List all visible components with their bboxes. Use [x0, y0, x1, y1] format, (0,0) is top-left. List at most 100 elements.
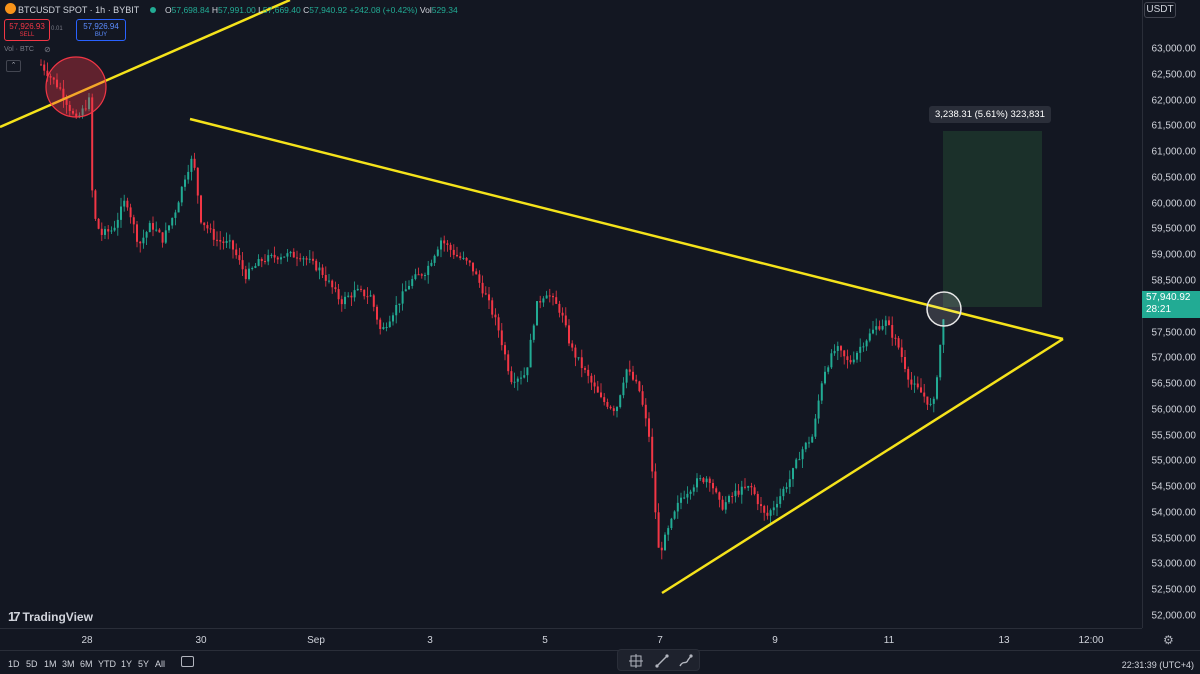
bottom-toolbar: 1D 5D 1M 3M 6M YTD 1Y 5Y All — [0, 650, 1200, 674]
candle-body — [433, 255, 436, 263]
candle-body — [91, 97, 94, 191]
candle-body — [827, 367, 830, 372]
candle-body — [113, 227, 116, 231]
price-tick: 52,500.00 — [1151, 584, 1197, 596]
candle-body — [856, 352, 858, 360]
candle-body — [881, 325, 884, 330]
candle-body — [526, 367, 529, 376]
candle-body — [532, 325, 535, 340]
price-chart[interactable] — [0, 0, 1142, 628]
candle-body — [728, 496, 730, 503]
candle-body — [334, 287, 337, 290]
range-button-ytd[interactable]: YTD — [98, 659, 116, 669]
candle-body — [244, 269, 247, 280]
candle-body — [196, 167, 199, 196]
range-button-5d[interactable]: 5D — [26, 659, 38, 669]
chart-area[interactable]: BTCUSDT SPOT · 1h · BYBIT O57,698.84 H57… — [0, 0, 1142, 628]
candle-body — [254, 265, 257, 268]
candle-body — [488, 294, 490, 301]
symbol-title[interactable]: BTCUSDT SPOT · 1h · BYBIT — [18, 5, 140, 15]
candle-body — [603, 397, 606, 402]
candle-body — [638, 381, 641, 392]
clock[interactable]: 22:31:39 (UTC+4) — [1121, 660, 1194, 670]
candle-body — [193, 158, 196, 168]
candle-body — [369, 295, 372, 297]
candle-body — [40, 64, 42, 66]
candle-body — [590, 375, 593, 383]
candle-body — [523, 375, 526, 378]
candle-body — [491, 300, 494, 315]
candle-body — [929, 403, 932, 405]
price-tick: 54,000.00 — [1151, 507, 1197, 519]
trendline-ascending — [661, 337, 1064, 595]
range-button-6m[interactable]: 6M — [80, 659, 93, 669]
brush-icon[interactable] — [678, 653, 694, 669]
time-tick: 5 — [542, 635, 548, 646]
candle-body — [225, 240, 228, 243]
candle-body — [164, 230, 167, 243]
candle-body — [331, 280, 334, 288]
range-button-1d[interactable]: 1D — [8, 659, 20, 669]
chevron-up-icon[interactable]: ⌃ — [6, 60, 21, 72]
candle-body — [680, 497, 682, 503]
range-button-1y[interactable]: 1Y — [121, 659, 133, 669]
ohlc-values: O57,698.84 H57,991.00 L57,669.40 C57,940… — [165, 5, 458, 15]
candle-body — [46, 70, 49, 77]
candle-body — [264, 261, 266, 263]
gear-icon[interactable]: ⚙ — [1163, 633, 1174, 647]
candle-body — [859, 346, 862, 353]
candle-body — [833, 350, 836, 354]
candle-body — [763, 506, 766, 513]
candle-body — [734, 490, 737, 497]
trendline-upper-left — [0, 0, 291, 129]
range-button-5y[interactable]: 5Y — [138, 659, 150, 669]
range-button-1m[interactable]: 1M — [44, 659, 57, 669]
candle-body — [670, 518, 673, 529]
candle-body — [500, 330, 503, 346]
measure-label: 3,238.31 (5.61%) 323,831 — [929, 106, 1051, 123]
candle-body — [308, 258, 311, 260]
candle-body — [136, 224, 138, 242]
buy-button[interactable]: 57,926.94 BUY — [76, 19, 126, 41]
candle-body — [321, 267, 324, 275]
candle-body — [52, 77, 55, 80]
volume-indicator-label[interactable]: Vol · BTC — [4, 46, 34, 53]
range-button-all[interactable]: All — [155, 659, 166, 669]
market-status-icon — [150, 7, 156, 13]
compare-icon[interactable] — [181, 656, 194, 667]
measure-target-zone — [943, 131, 1042, 307]
candle-body — [571, 343, 574, 348]
candle-body — [568, 325, 570, 344]
candle-body — [56, 79, 58, 88]
candle-body — [382, 327, 385, 330]
candle-body — [337, 289, 340, 300]
candle-body — [65, 98, 68, 105]
candle-body — [446, 243, 449, 245]
candle-body — [942, 319, 945, 345]
candle-body — [97, 218, 100, 229]
time-axis[interactable]: 28 30 Sep 3 5 7 9 11 13 12:00 — [0, 628, 1142, 650]
currency-badge[interactable]: USDT — [1144, 2, 1176, 18]
candle-body — [212, 228, 215, 240]
candle-body — [401, 291, 404, 304]
candle-body — [814, 418, 817, 437]
candle-body — [920, 387, 922, 393]
eye-off-icon[interactable]: ⊘ — [44, 45, 51, 54]
price-tick: 57,500.00 — [1151, 327, 1197, 338]
candle-body — [596, 386, 599, 393]
range-button-3m[interactable]: 3M — [62, 659, 75, 669]
candle-body — [721, 499, 724, 510]
candle-body — [529, 339, 532, 368]
candle-body — [910, 379, 913, 385]
crosshair-icon[interactable] — [628, 653, 644, 669]
tradingview-logo-icon: 17 — [8, 609, 21, 624]
candle-body — [897, 338, 900, 348]
sell-button[interactable]: 57,926.93 SELL — [4, 19, 50, 41]
time-tick: 9 — [772, 635, 778, 646]
candle-body — [440, 240, 442, 250]
price-tick: 54,500.00 — [1151, 481, 1197, 493]
bar-countdown: 28:21 — [1146, 304, 1172, 315]
trendline-icon[interactable] — [654, 653, 670, 669]
candle-body — [868, 333, 871, 341]
candle-body — [43, 64, 46, 71]
